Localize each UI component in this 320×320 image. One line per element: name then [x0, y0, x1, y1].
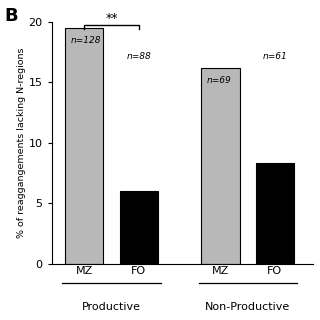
Text: Productive: Productive [82, 302, 141, 312]
Text: Non-Productive: Non-Productive [205, 302, 290, 312]
Text: n=61: n=61 [262, 52, 287, 61]
Y-axis label: % of reaggangements lacking N-regions: % of reaggangements lacking N-regions [17, 47, 26, 238]
Text: n=88: n=88 [126, 52, 151, 61]
Bar [256, 163, 294, 264]
Text: n=128: n=128 [71, 36, 101, 45]
Bar [201, 68, 239, 264]
Text: **: ** [105, 12, 118, 25]
Bar [65, 28, 103, 264]
Text: B: B [4, 7, 18, 25]
Text: n=69: n=69 [207, 76, 232, 85]
Bar [120, 191, 158, 264]
